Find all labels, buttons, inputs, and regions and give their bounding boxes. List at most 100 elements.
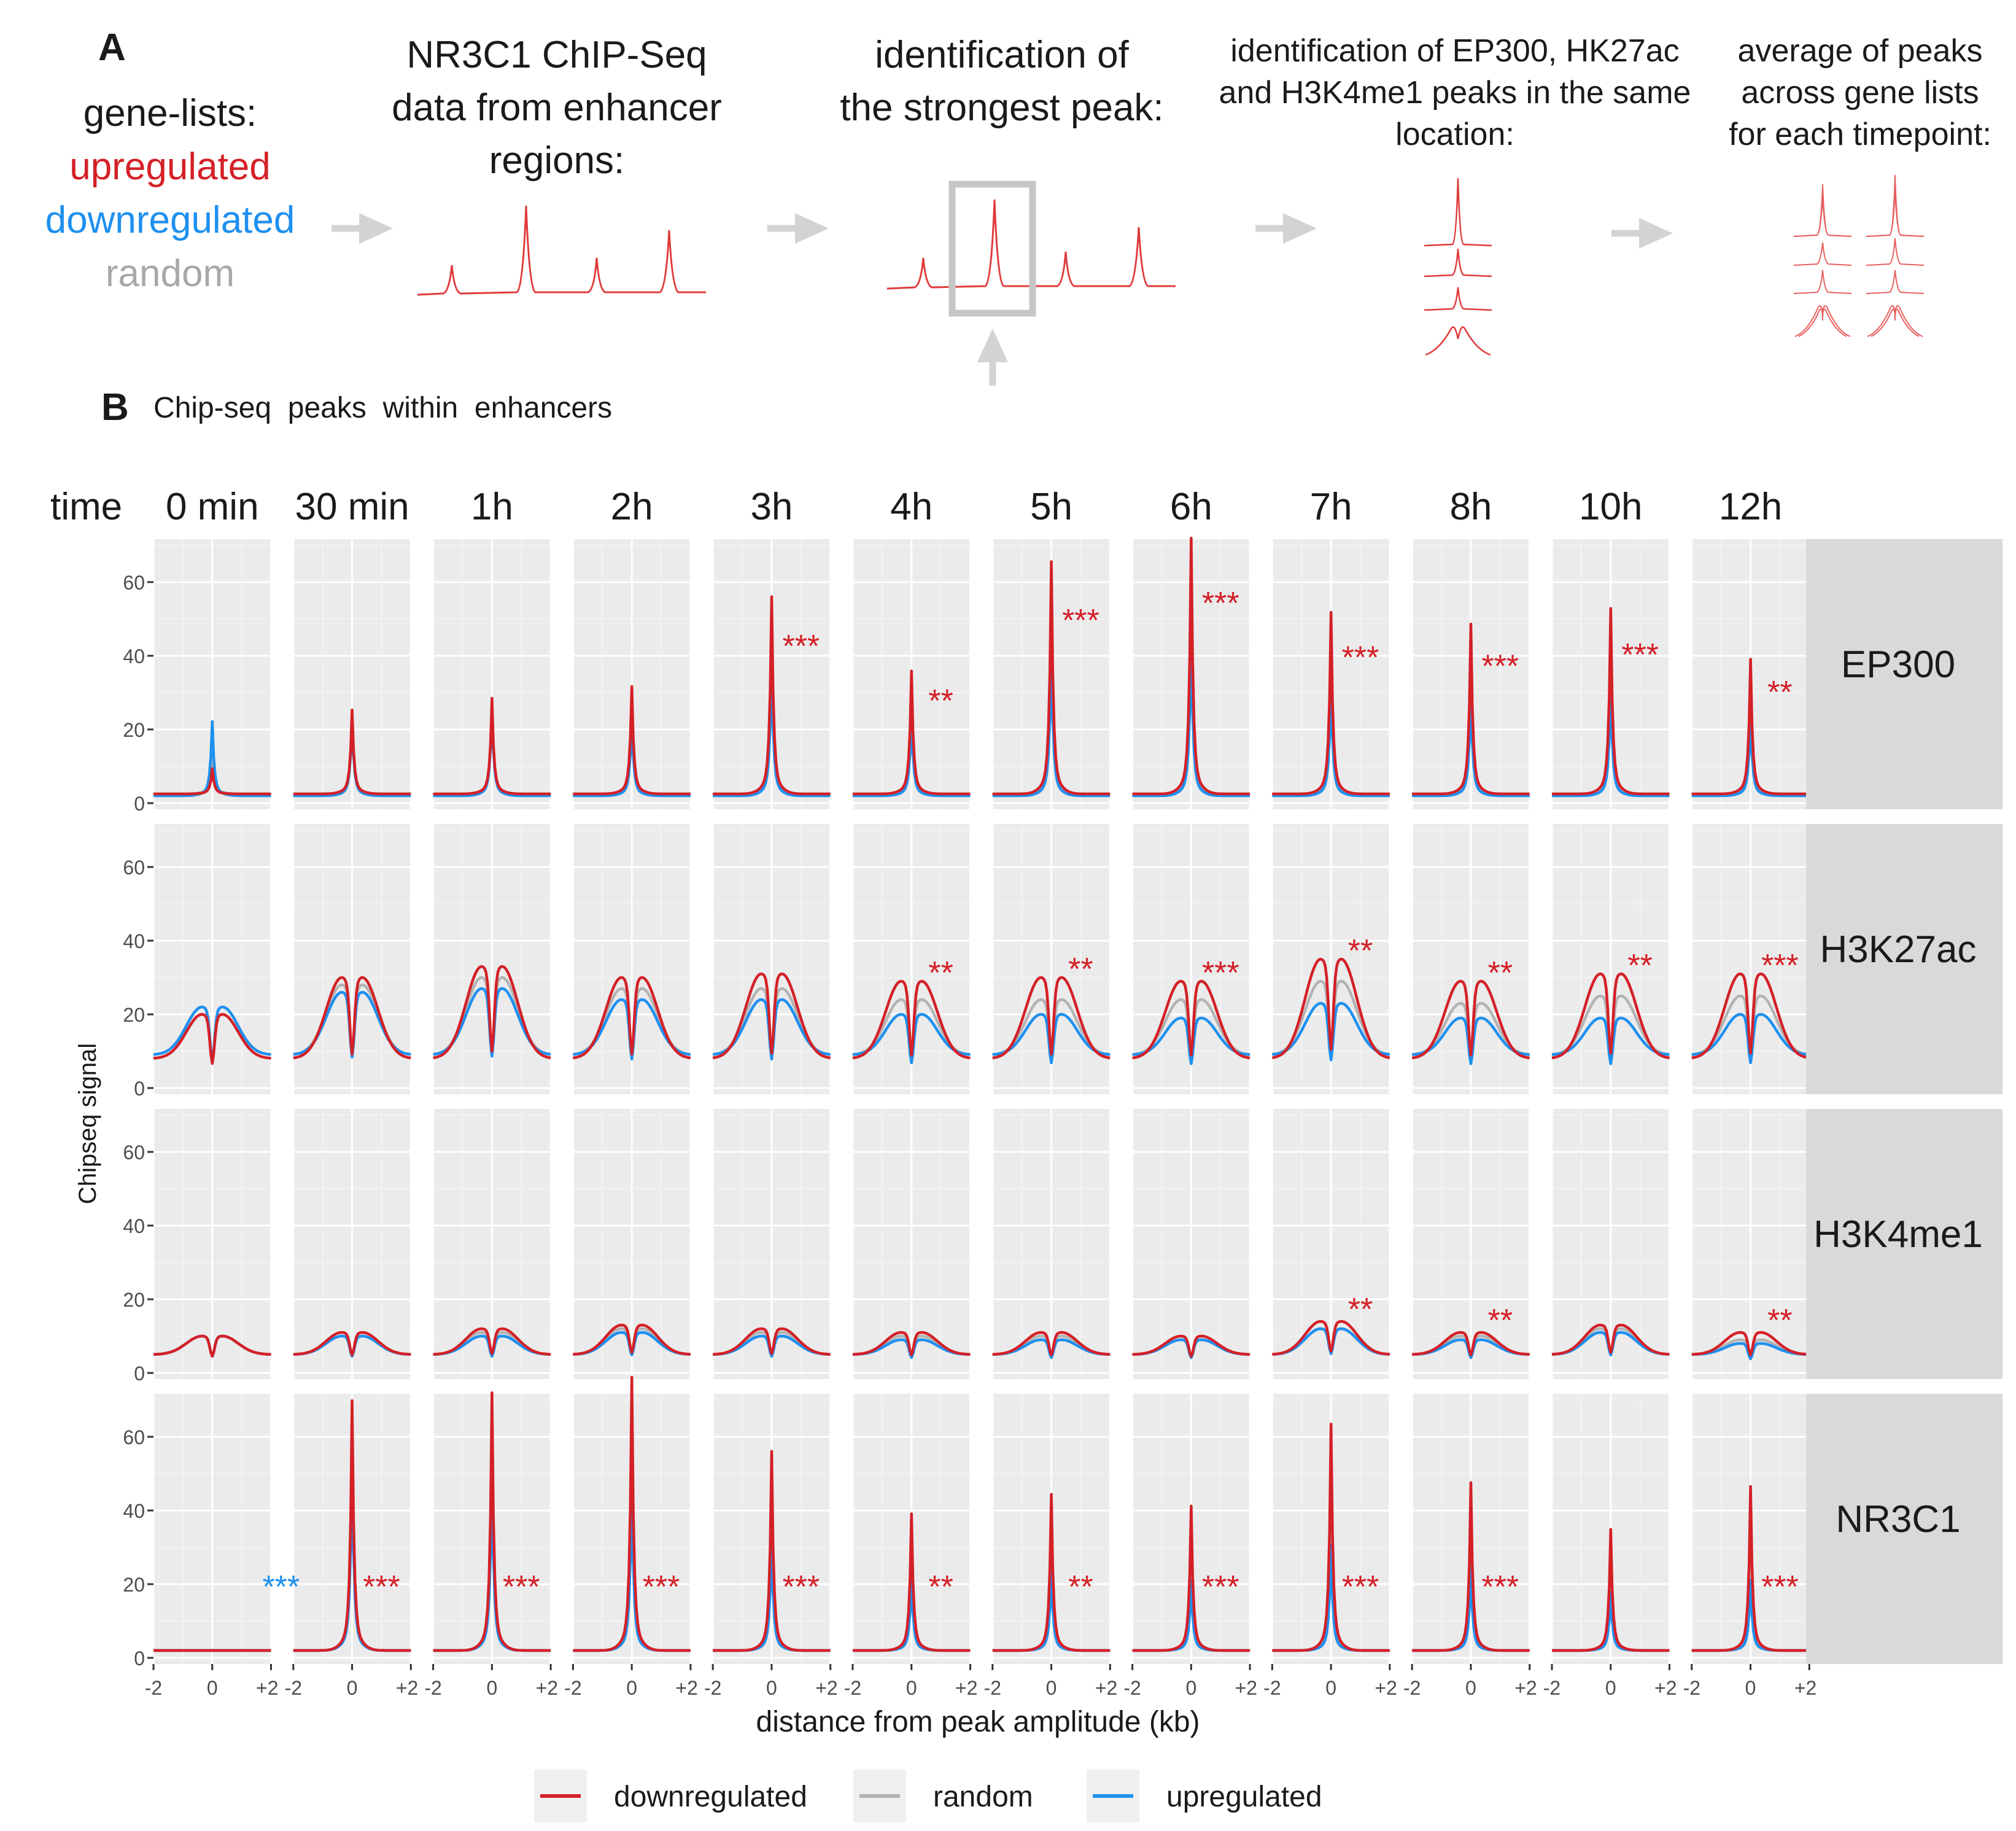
right-arrow-1 — [331, 213, 393, 244]
facet-panel — [292, 1109, 412, 1379]
facet-panel — [851, 1394, 971, 1664]
significance-marker: ** — [1348, 1292, 1373, 1328]
x-tick-label: +2 — [1654, 1677, 1677, 1699]
facet-panel — [1551, 539, 1670, 809]
x-tick-label: 0 — [1046, 1677, 1057, 1699]
gene-list-random: random — [106, 252, 235, 295]
x-tick-label: +2 — [1235, 1677, 1257, 1699]
schematic-stacked-peaks — [1424, 177, 1492, 356]
step-3-line-1: identification of EP300, HK27ac — [1230, 33, 1679, 69]
series-line-downregulated — [1691, 1485, 1810, 1652]
facet-panel — [152, 1394, 272, 1664]
x-tick-label: +2 — [256, 1677, 278, 1699]
row-strip: H3K4me1 — [1806, 1109, 2002, 1379]
timepoint-header: 7h — [1310, 486, 1352, 528]
significance-marker: *** — [1202, 586, 1239, 621]
facet-panel — [1551, 1109, 1670, 1379]
row-strip: NR3C1 — [1806, 1394, 2002, 1664]
facet-panel — [1411, 1109, 1531, 1379]
series-line-downregulated — [1412, 1331, 1530, 1356]
step-2-line-1: identification of — [875, 34, 1129, 76]
series-line-downregulated — [992, 976, 1111, 1060]
y-tick-label: 20 — [123, 1004, 145, 1026]
panel-b-label: B — [101, 386, 129, 429]
x-tick-label: -2 — [844, 1677, 861, 1699]
series-line-downregulated — [853, 1512, 971, 1652]
timepoint-header: 0 min — [166, 486, 259, 528]
legend-item-upregulated: upregulated — [1087, 1770, 1322, 1822]
row-strip: EP300 — [1806, 539, 2002, 809]
x-tick-label: -2 — [424, 1677, 441, 1699]
facet-panel — [851, 824, 971, 1094]
gene-lists-title: gene-lists: — [83, 92, 257, 134]
y-tick-label: 20 — [123, 1574, 145, 1596]
y-tick-label: 40 — [123, 1500, 145, 1522]
series-line-downregulated — [153, 1334, 271, 1358]
series-line-upregulated — [1132, 1016, 1250, 1065]
significance-marker: ** — [1068, 1569, 1093, 1605]
significance-marker: ** — [928, 683, 953, 719]
x-tick-label: 0 — [626, 1677, 637, 1699]
x-tick-label: -2 — [285, 1677, 302, 1699]
step-4-line-1: average of peaks — [1738, 33, 1983, 69]
x-tick-label: 0 — [1465, 1677, 1476, 1699]
series-line-downregulated — [1691, 658, 1810, 796]
series-line-downregulated — [852, 1331, 971, 1356]
y-tick-label: 60 — [123, 1141, 145, 1164]
row-strips: EP300 H3K27ac H3K4me1 NR3C1 — [1806, 539, 2002, 1664]
significance-marker: *** — [503, 1569, 540, 1605]
x-tick-label: -2 — [704, 1677, 721, 1699]
step-3-line-2: and H3K4me1 peaks in the same — [1219, 75, 1691, 111]
strongest-peak-box — [948, 181, 1036, 317]
significance-marker: *** — [1342, 1569, 1379, 1605]
step-1-line-1: NR3C1 ChIP-Seq — [406, 34, 707, 76]
legend-item-downregulated: downregulated — [534, 1770, 807, 1822]
series-line-downregulated — [992, 1331, 1111, 1356]
significance-marker: *** — [782, 629, 820, 664]
x-tick-label: 0 — [766, 1677, 777, 1699]
series-line-downregulated — [1132, 1504, 1250, 1652]
facet-panel — [1691, 1394, 1810, 1664]
facet-panel — [292, 539, 412, 809]
schematic-averaged-peaks — [1793, 174, 1925, 337]
facet-panel — [711, 1394, 832, 1664]
step-1-line-3: regions: — [489, 139, 625, 182]
series-line-downregulated — [1691, 1331, 1810, 1356]
significance-marker: ** — [928, 955, 953, 991]
step-3-line-3: location: — [1395, 117, 1514, 152]
y-tick-label: 0 — [134, 1363, 145, 1385]
timepoint-header: 2h — [611, 486, 653, 528]
facet-panel — [851, 539, 971, 809]
y-tick-label: 20 — [123, 1289, 145, 1311]
facet-panel — [152, 539, 272, 809]
series-line-downregulated — [1272, 611, 1390, 796]
x-tick-label: +2 — [955, 1677, 977, 1699]
series-line-downregulated — [1272, 1422, 1390, 1652]
series-line-upregulated — [1691, 1013, 1810, 1065]
series-line-downregulated — [713, 1327, 831, 1356]
timepoint-header: 12h — [1719, 486, 1782, 528]
significance-annotations: ******** ****** *** ******* ** ******* ** *****… — [262, 586, 1798, 1605]
x-tick-label: +2 — [1374, 1677, 1397, 1699]
facet-panel — [1271, 1394, 1391, 1664]
x-tick-label: 0 — [1325, 1677, 1336, 1699]
y-tick-label: 60 — [123, 572, 145, 594]
series-line-downregulated — [713, 1450, 831, 1652]
significance-marker: *** — [1761, 948, 1799, 984]
x-tick-label: 0 — [207, 1677, 218, 1699]
significance-marker: *** — [1761, 1569, 1799, 1605]
legend-label: upregulated — [1166, 1781, 1322, 1813]
y-tick-label: 0 — [134, 1647, 145, 1670]
step-chipseq-data: NR3C1 ChIP-Seq data from enhancer region… — [392, 34, 722, 182]
timepoint-header: 1h — [471, 486, 513, 528]
series-line-downregulated — [1132, 979, 1250, 1060]
series-line-downregulated — [1132, 1334, 1250, 1358]
series-line-downregulated — [293, 976, 411, 1060]
x-tick-label: -2 — [1543, 1677, 1560, 1699]
x-tick-label: -2 — [984, 1677, 1001, 1699]
schematic-peaks-2 — [886, 199, 1176, 290]
panel-b: B Chip-seq peaks within enhancers time 0… — [50, 386, 2002, 1822]
significance-marker: *** — [1621, 637, 1659, 673]
strip-label: EP300 — [1841, 643, 1955, 686]
series-line-downregulated — [573, 1323, 691, 1356]
